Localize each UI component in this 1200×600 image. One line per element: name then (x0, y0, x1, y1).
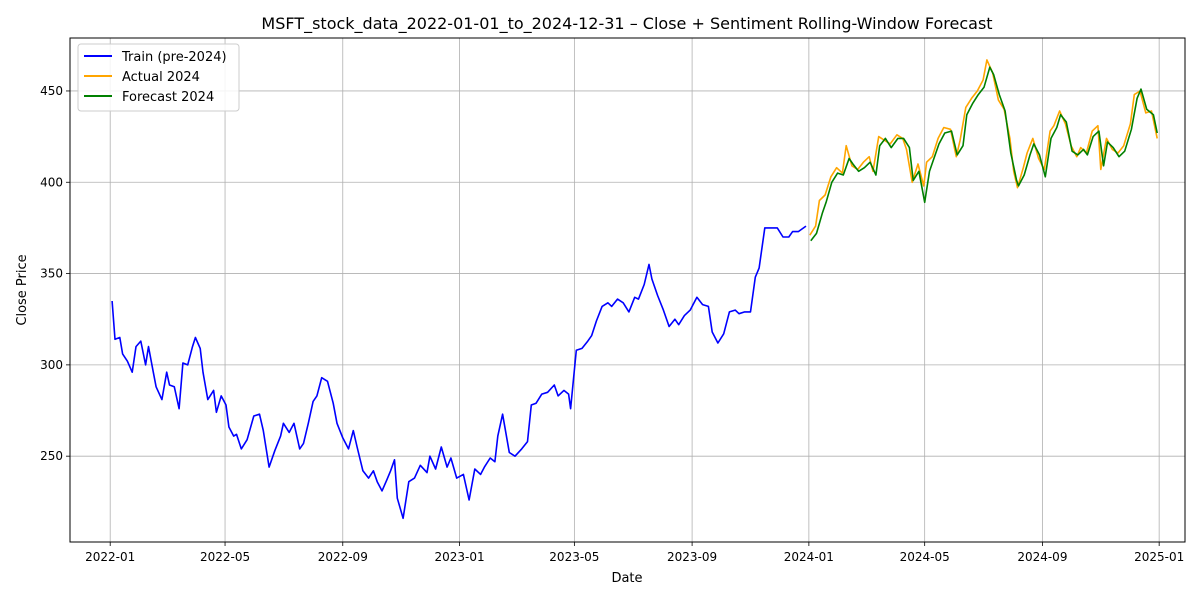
y-tick-label: 350 (40, 267, 63, 281)
grid (70, 38, 1185, 542)
x-tick-label: 2024-05 (900, 550, 950, 564)
x-tick-label: 2022-09 (318, 550, 368, 564)
x-tick-label: 2022-01 (85, 550, 135, 564)
legend-label: Actual 2024 (122, 70, 200, 85)
y-tick-label: 450 (40, 84, 63, 98)
chart-title: MSFT_stock_data_2022-01-01_to_2024-12-31… (261, 14, 992, 34)
y-tick-label: 300 (40, 358, 63, 372)
y-tick-label: 400 (40, 175, 63, 189)
x-tick-label: 2022-05 (200, 550, 250, 564)
x-tick-label: 2024-01 (784, 550, 834, 564)
x-tick-label: 2023-09 (667, 550, 717, 564)
x-tick-label: 2024-09 (1017, 550, 1067, 564)
series-line-0 (111, 225, 807, 520)
y-axis-label: Close Price (15, 254, 30, 325)
series-line-2 (810, 66, 1158, 242)
series-lines (111, 59, 1158, 520)
x-tick-label: 2025-01 (1134, 550, 1184, 564)
x-tick-label: 2023-05 (549, 550, 599, 564)
legend-box (77, 43, 240, 112)
legend: Train (pre-2024) Actual 2024 Forecast 2024 (77, 43, 240, 112)
x-tick-label: 2023-01 (434, 550, 484, 564)
x-axis-ticks: 2022-01 2022-05 2022-09 2023-01 2023-05 2023-… (85, 542, 1184, 564)
x-axis-label: Date (611, 571, 642, 586)
legend-label: Train (pre-2024) (121, 50, 227, 65)
y-axis-ticks: 250 300 350 400 450 (40, 84, 70, 463)
y-tick-label: 250 (40, 449, 63, 463)
legend-label: Forecast 2024 (122, 90, 214, 105)
plot-frame (69, 37, 1186, 543)
